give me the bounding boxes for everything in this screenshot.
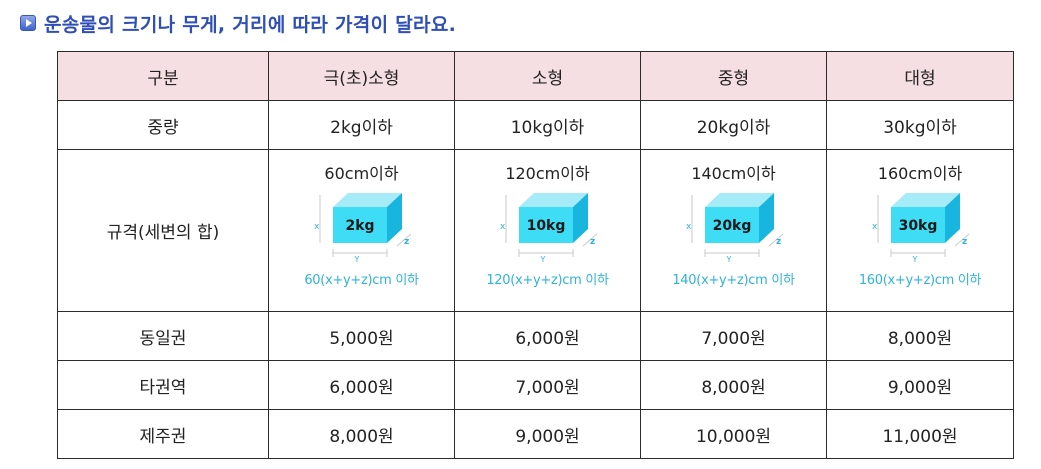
size-formula: 60(x+y+z)cm 이하 — [304, 273, 419, 288]
axis-label-x: x — [314, 222, 320, 232]
cube-weight-label: 20kg — [712, 218, 751, 234]
price-row-same-region: 동일권 5,000원 6,000원 7,000원 8,000원 — [57, 311, 1014, 361]
axis-label-x: x — [500, 222, 506, 232]
size-limit: 140cm이하 — [691, 164, 776, 183]
cube-front-face — [704, 207, 759, 243]
axis-label-z: z — [962, 237, 967, 247]
weight-value: 2kg이하 — [268, 100, 455, 150]
cube-front-face — [891, 207, 945, 243]
axis-label-z: z — [404, 237, 409, 247]
price-value: 6,000원 — [268, 360, 455, 410]
weight-label: 중량 — [57, 100, 269, 150]
axis-label-y: Y — [353, 255, 359, 263]
price-value: 8,000원 — [640, 360, 827, 410]
z-dimension-line — [582, 233, 597, 247]
size-limit: 60cm이하 — [324, 164, 399, 183]
size-label: 규격(세변의 합) — [57, 149, 269, 312]
z-dimension-line — [396, 233, 411, 247]
axis-label-z: z — [590, 237, 595, 247]
cube-weight-label: 10kg — [526, 218, 565, 234]
cube-top-face — [891, 193, 960, 207]
cube-top-face — [704, 193, 774, 207]
header-row: 구분 극(초)소형 소형 중형 대형 — [57, 51, 1014, 101]
cube-front-face — [518, 207, 573, 243]
price-value: 9,000원 — [454, 409, 641, 459]
price-row-other-region: 타권역 6,000원 7,000원 8,000원 9,000원 — [57, 360, 1014, 410]
price-row-jeju: 제주권 8,000원 9,000원 10,000원 11,000원 — [57, 409, 1014, 459]
cube-svg: 2kg x Yz — [314, 193, 411, 264]
header-category: 구분 — [57, 51, 269, 101]
z-dimension-line — [768, 233, 783, 247]
header-medium: 중형 — [640, 51, 827, 101]
section-heading: 운송물의 크기나 무게, 거리에 따라 가격이 달라요. — [20, 10, 456, 36]
header-large: 대형 — [826, 51, 1014, 101]
size-limit: 160cm이하 — [877, 164, 963, 183]
cube-front-face — [332, 207, 387, 243]
axis-label-y: Y — [539, 255, 545, 263]
axis-label-x: x — [686, 222, 692, 232]
cube-svg: 30kg x Yz — [872, 193, 970, 264]
cube-weight-label: 30kg — [899, 218, 938, 234]
axis-label-x: x — [872, 222, 878, 232]
price-value: 10,000원 — [640, 409, 827, 459]
weight-row: 중량 2kg이하 10kg이하 20kg이하 30kg이하 — [57, 100, 1014, 150]
play-bullet-icon — [20, 15, 36, 31]
cube-side-face — [945, 193, 960, 243]
header-extra-small: 극(초)소형 — [268, 51, 455, 101]
cube-side-face — [386, 193, 402, 243]
axis-label-y: Y — [725, 255, 731, 263]
price-value: 7,000원 — [640, 311, 827, 361]
axis-label-y: Y — [912, 255, 918, 263]
size-formula: 140(x+y+z)cm 이하 — [672, 273, 795, 288]
weight-value: 20kg이하 — [640, 100, 827, 150]
size-limit: 120cm이하 — [505, 164, 590, 183]
z-dimension-line — [954, 233, 970, 247]
shipping-rate-table: 구분 극(초)소형 소형 중형 대형 중량 2kg이하 10kg이하 20kg이… — [57, 51, 1014, 459]
cube-side-face — [758, 193, 774, 243]
header-small: 소형 — [454, 51, 641, 101]
price-value: 9,000원 — [826, 360, 1014, 410]
cube-svg: 10kg x Yz — [500, 193, 597, 264]
price-value: 8,000원 — [268, 409, 455, 459]
weight-value: 10kg이하 — [454, 100, 641, 150]
size-formula: 120(x+y+z)cm 이하 — [486, 273, 609, 288]
price-row-label: 타권역 — [57, 360, 269, 410]
weight-value: 30kg이하 — [826, 100, 1014, 150]
price-row-label: 제주권 — [57, 409, 269, 459]
cube-side-face — [572, 193, 588, 243]
size-formula: 160(x+y+z)cm 이하 — [858, 273, 982, 288]
price-value: 7,000원 — [454, 360, 641, 410]
price-row-label: 동일권 — [57, 311, 269, 361]
price-value: 6,000원 — [454, 311, 641, 361]
cube-top-face — [332, 193, 402, 207]
cube-weight-label: 2kg — [345, 218, 374, 234]
price-value: 5,000원 — [268, 311, 455, 361]
price-value: 11,000원 — [826, 409, 1014, 459]
axis-label-z: z — [776, 237, 781, 247]
heading-text: 운송물의 크기나 무게, 거리에 따라 가격이 달라요. — [44, 13, 457, 36]
cube-top-face — [518, 193, 588, 207]
cube-svg: 20kg x Yz — [686, 193, 783, 264]
price-value: 8,000원 — [826, 311, 1014, 361]
